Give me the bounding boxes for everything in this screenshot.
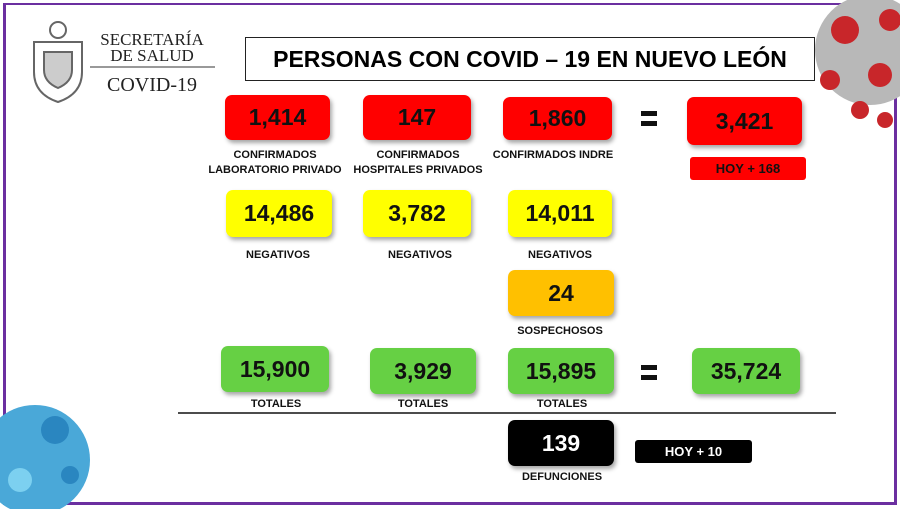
label: TOTALES <box>536 398 588 410</box>
frame <box>3 3 897 505</box>
value-box: 1,414 <box>225 95 330 140</box>
virus-top-right <box>815 0 900 128</box>
value-box: 14,011 <box>508 190 612 237</box>
label-line: CONFIRMADOS <box>376 149 460 161</box>
label: NEGATIVOS <box>246 249 310 261</box>
equals <box>641 121 657 126</box>
value-box: 1,860 <box>503 97 612 140</box>
label: CONFIRMADOS INDRE <box>493 148 613 163</box>
equals <box>641 375 657 380</box>
program: COVID-19 <box>107 74 197 96</box>
label: NEGATIVOS <box>528 249 592 261</box>
equals <box>641 365 657 370</box>
label: DEFUNCIONES <box>521 471 603 483</box>
value-box: 147 <box>363 95 471 140</box>
value-box: 3,929 <box>370 348 476 394</box>
label-line: CONFIRMADOS <box>233 149 317 161</box>
label-line: HOSPITALES PRIVADOS <box>353 164 483 176</box>
label-line: LABORATORIO PRIVADO <box>208 164 342 176</box>
label: TOTALES <box>397 398 449 410</box>
value-box: 15,895 <box>508 348 614 394</box>
label: CONFIRMADOS HOSPITALES PRIVADOS <box>353 148 482 178</box>
value-box: 15,900 <box>221 346 329 392</box>
value-box: 139 <box>508 420 614 466</box>
label: SOSPECHOSOS <box>517 325 603 337</box>
today-box: HOY + 10 <box>635 440 752 463</box>
value-box: 3,421 <box>687 97 802 145</box>
today-box: HOY + 168 <box>690 157 806 180</box>
agency: SECRETARÍA DE SALUD <box>92 30 212 65</box>
label: CONFIRMADOS LABORATORIO PRIVADO <box>208 148 341 178</box>
label-line: CONFIRMADOS INDRE <box>492 149 614 161</box>
agency-line: DE SALUD <box>110 46 194 65</box>
emblem <box>33 21 83 104</box>
value-box: 14,486 <box>226 190 332 237</box>
value-box: 35,724 <box>692 348 800 394</box>
label: TOTALES <box>250 398 302 410</box>
value-box: 24 <box>508 270 614 316</box>
agency-line: SECRETARÍA <box>100 30 204 49</box>
title: PERSONAS CON COVID – 19 EN NUEVO LEÓN <box>245 37 815 81</box>
virus-bottom-left <box>0 405 90 509</box>
equals <box>641 111 657 116</box>
value-box: 3,782 <box>363 190 471 237</box>
label: NEGATIVOS <box>388 249 452 261</box>
